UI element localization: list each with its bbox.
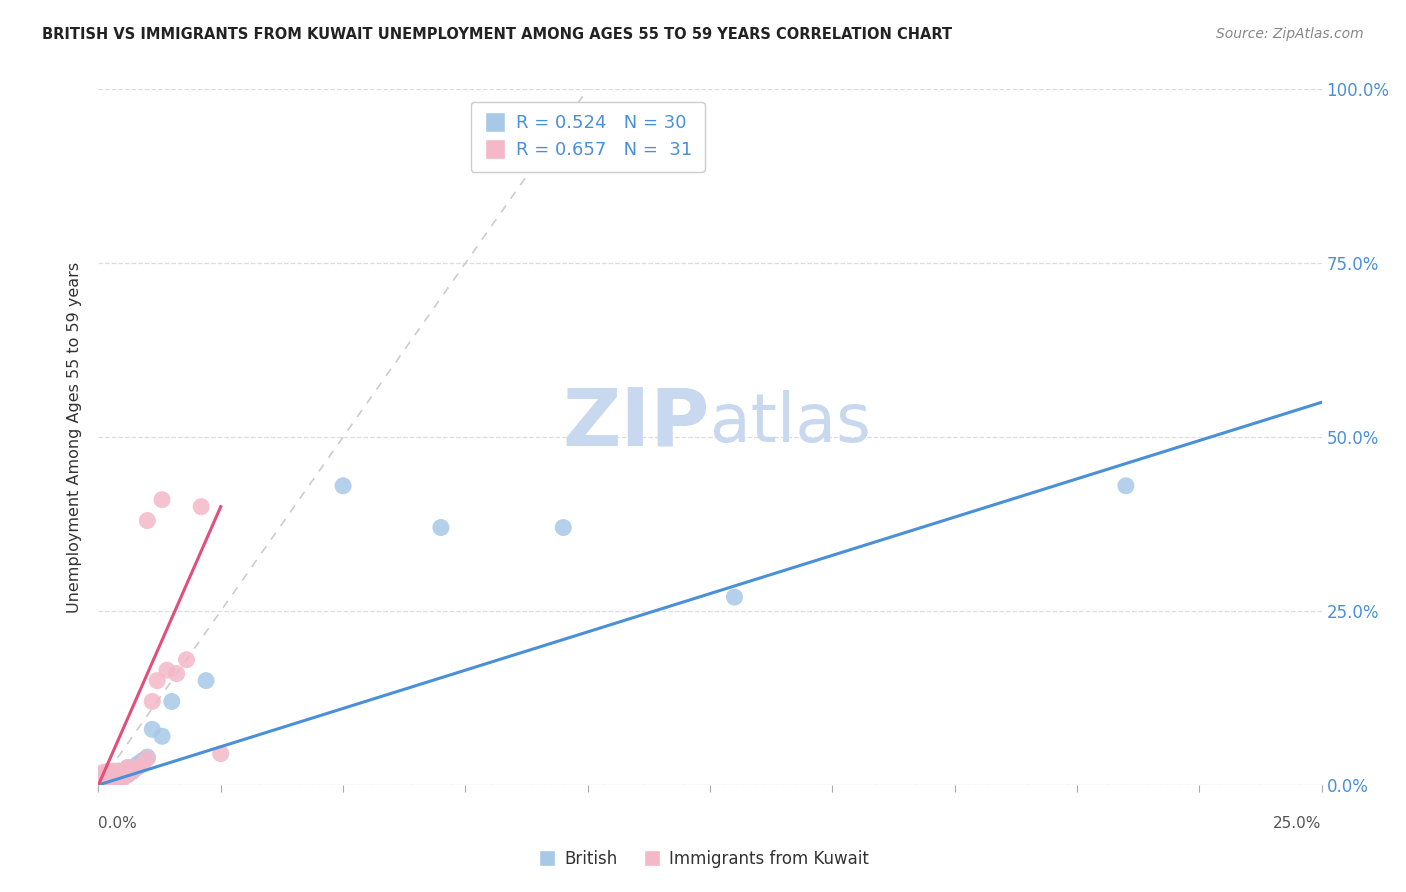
Point [107, 765, 129, 780]
Point [146, 673, 169, 688]
Point [150, 729, 173, 743]
Point [97, 774, 120, 789]
Point [91, 772, 114, 787]
Point [91, 767, 114, 781]
Point [111, 771, 134, 785]
Point [107, 764, 129, 778]
Point [136, 514, 159, 528]
Point [121, 764, 143, 778]
Point [101, 772, 124, 787]
Text: atlas: atlas [710, 390, 870, 456]
Point [101, 771, 124, 785]
Point [107, 771, 129, 785]
Point [91, 772, 114, 787]
Point [136, 750, 159, 764]
Point [117, 767, 139, 781]
Point [176, 653, 198, 667]
Point [97, 771, 120, 785]
Point [131, 754, 153, 768]
Point [160, 694, 183, 708]
Text: ZIP: ZIP [562, 384, 710, 462]
Text: Source: ZipAtlas.com: Source: ZipAtlas.com [1216, 27, 1364, 41]
Point [332, 479, 354, 493]
Text: 25.0%: 25.0% [1274, 816, 1322, 831]
Point [121, 764, 143, 778]
Point [136, 751, 159, 765]
Point [97, 771, 120, 785]
Point [97, 767, 120, 781]
Point [723, 590, 745, 604]
Point [97, 767, 120, 781]
Point [91, 770, 114, 784]
Legend: R = 0.524   N = 30, R = 0.657   N =  31: R = 0.524 N = 30, R = 0.657 N = 31 [471, 102, 704, 172]
Point [553, 520, 575, 534]
Point [101, 770, 124, 784]
Point [150, 492, 173, 507]
Point [141, 723, 163, 737]
Point [101, 764, 124, 778]
Point [195, 673, 218, 688]
Point [190, 500, 212, 514]
Point [117, 767, 139, 781]
Point [111, 764, 134, 778]
Point [166, 666, 188, 681]
Point [97, 772, 120, 787]
Text: BRITISH VS IMMIGRANTS FROM KUWAIT UNEMPLOYMENT AMONG AGES 55 TO 59 YEARS CORRELA: BRITISH VS IMMIGRANTS FROM KUWAIT UNEMPL… [42, 27, 952, 42]
Point [430, 520, 453, 534]
Point [91, 770, 114, 784]
Point [127, 760, 149, 774]
Point [209, 747, 232, 761]
Point [141, 694, 163, 708]
Point [91, 774, 114, 789]
Legend: British, Immigrants from Kuwait: British, Immigrants from Kuwait [530, 844, 876, 875]
Point [97, 774, 120, 789]
Point [111, 770, 134, 784]
Point [156, 663, 179, 677]
Point [107, 771, 129, 785]
Point [1115, 479, 1137, 493]
Point [91, 765, 114, 780]
Point [111, 764, 134, 778]
Text: 0.0%: 0.0% [98, 816, 138, 831]
Y-axis label: Unemployment Among Ages 55 to 59 years: Unemployment Among Ages 55 to 59 years [67, 261, 83, 613]
Point [101, 767, 124, 781]
Point [131, 757, 153, 772]
Point [91, 774, 114, 789]
Point [127, 757, 149, 772]
Point [91, 771, 114, 785]
Point [97, 764, 120, 778]
Point [117, 760, 139, 774]
Point [117, 760, 139, 774]
Point [101, 772, 124, 787]
